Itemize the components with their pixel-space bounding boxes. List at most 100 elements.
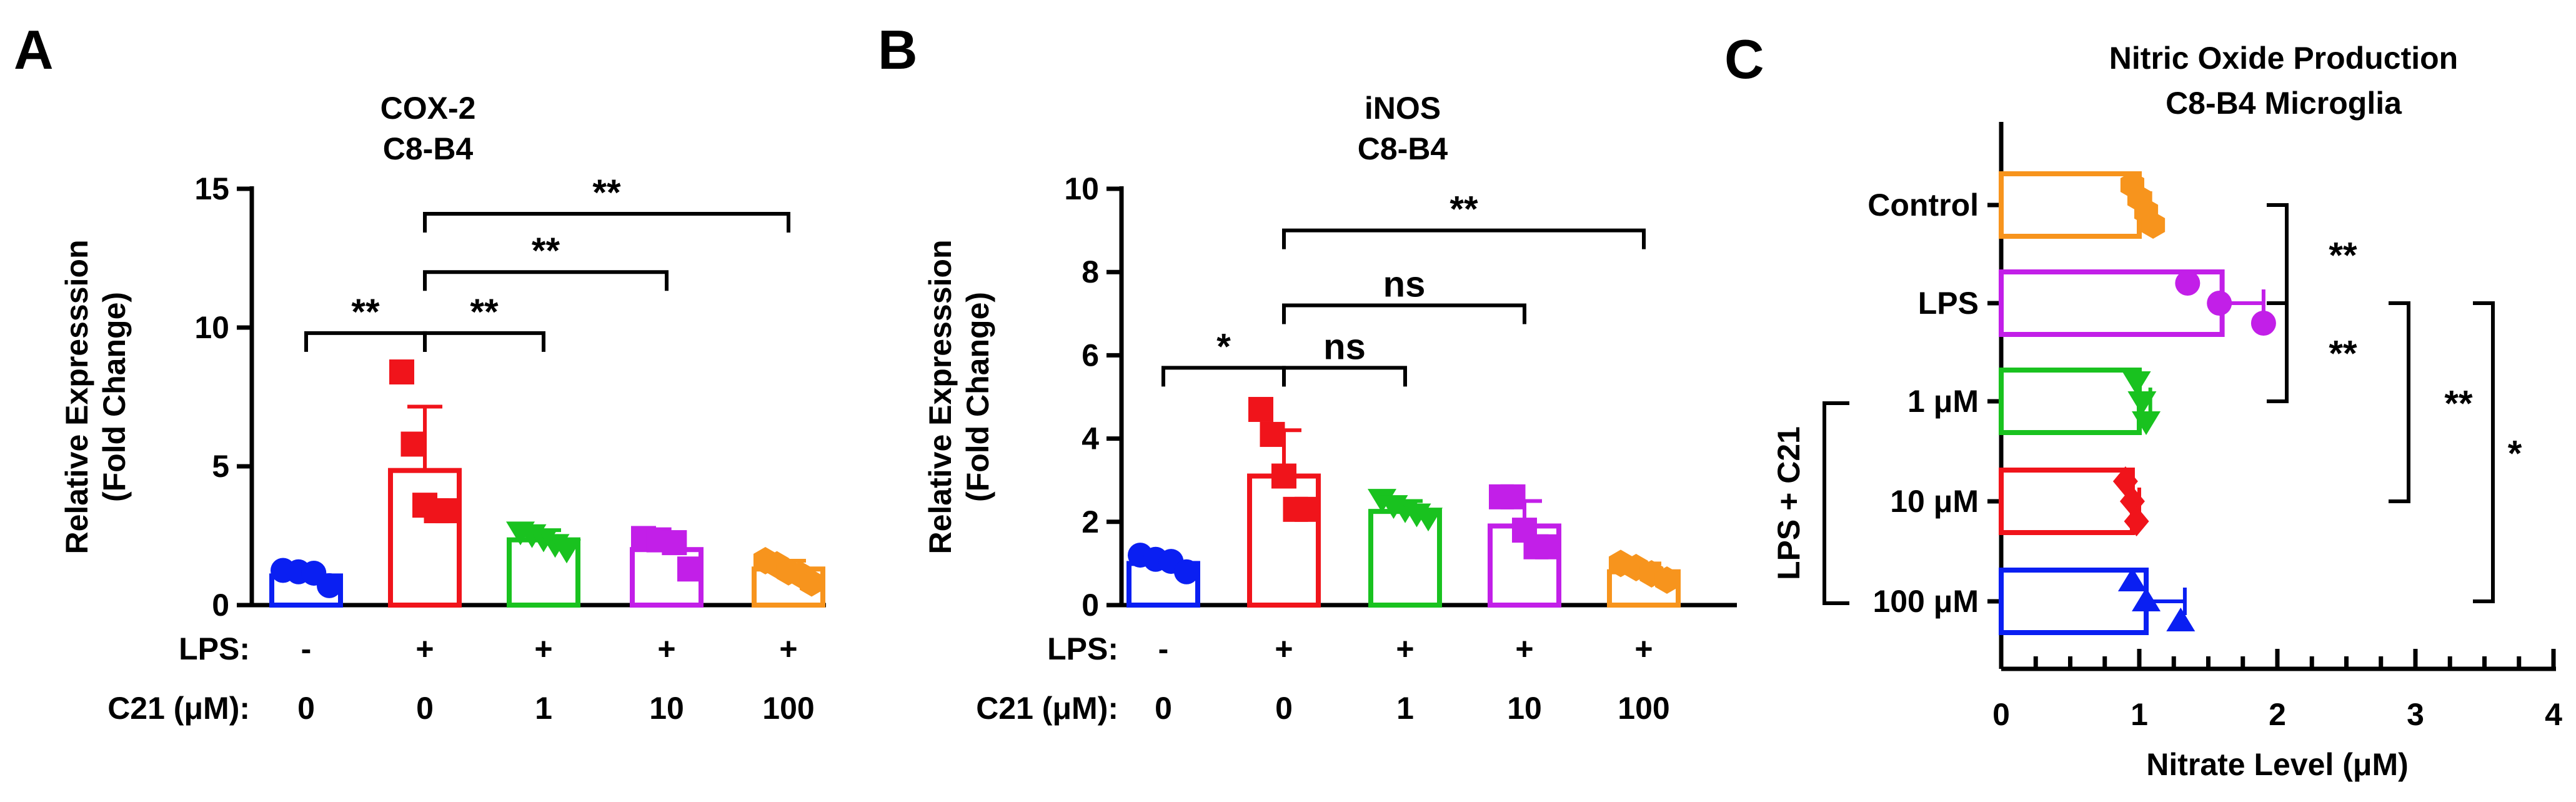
bar bbox=[1999, 568, 2149, 635]
c21-value: 10 bbox=[649, 691, 684, 726]
y-tick-label: 2 bbox=[1082, 504, 1099, 539]
data-point bbox=[2117, 568, 2147, 591]
bar bbox=[1999, 171, 2142, 239]
significance-label: ** bbox=[470, 292, 499, 333]
data-point bbox=[1248, 396, 1273, 422]
significance-bracket bbox=[423, 331, 545, 352]
data-point bbox=[317, 573, 342, 598]
significance-bracket bbox=[1161, 366, 1286, 387]
chart-subtitle: C8-B4 bbox=[1358, 131, 1448, 166]
y-tick-label: 10 bbox=[1064, 171, 1099, 206]
category-label: LPS bbox=[1918, 286, 1979, 321]
lps-value: + bbox=[1634, 631, 1653, 666]
significance-bracket bbox=[1282, 366, 1407, 387]
c21-row-label: C21 (μM): bbox=[976, 691, 1118, 726]
y-axis-label: (Fold Change) bbox=[960, 292, 995, 502]
data-point bbox=[2122, 371, 2151, 395]
significance-label: ** bbox=[2329, 334, 2357, 374]
data-point bbox=[2166, 608, 2196, 631]
data-point bbox=[435, 498, 460, 524]
significance-label: ns bbox=[1323, 326, 1366, 367]
y-axis-label: Relative Expresssion bbox=[923, 239, 958, 554]
data-point bbox=[2119, 486, 2145, 516]
c21-value: 10 bbox=[1507, 691, 1542, 726]
y-axis-label: Relative Expresssion bbox=[59, 239, 94, 554]
significance-label: ** bbox=[2444, 384, 2473, 424]
y-axis-label: (Fold Change) bbox=[97, 292, 132, 502]
significance-bracket bbox=[304, 331, 427, 352]
significance-label: ns bbox=[1383, 264, 1426, 304]
c21-value: 0 bbox=[297, 691, 315, 726]
y-tick-label: 8 bbox=[1082, 254, 1099, 289]
y-tick-label: 6 bbox=[1082, 338, 1099, 373]
data-point bbox=[2141, 211, 2166, 239]
lps-value: - bbox=[1158, 631, 1169, 666]
panel-letter-a: A bbox=[14, 19, 54, 81]
significance-label: ** bbox=[2329, 236, 2357, 276]
significance-bracket bbox=[2389, 301, 2410, 503]
data-point bbox=[552, 539, 581, 564]
data-point bbox=[389, 359, 414, 385]
c21-value: 0 bbox=[416, 691, 434, 726]
significance-label: * bbox=[2508, 434, 2522, 474]
data-point bbox=[1654, 566, 1679, 594]
significance-bracket bbox=[423, 211, 790, 233]
data-point bbox=[2207, 291, 2232, 316]
chart-subtitle: C8-B4 bbox=[383, 131, 474, 166]
lps-value: + bbox=[1396, 631, 1414, 666]
c21-row-label: C21 (μM): bbox=[107, 691, 250, 726]
y-tick-label: 0 bbox=[1082, 588, 1099, 623]
data-point bbox=[1414, 508, 1443, 532]
group-label: LPS + C21 bbox=[1771, 426, 1806, 580]
category-label: 1 μM bbox=[1907, 384, 1979, 419]
significance-label: * bbox=[1216, 326, 1231, 367]
significance-bracket bbox=[2473, 301, 2495, 603]
lps-value: + bbox=[1275, 631, 1293, 666]
bar bbox=[388, 468, 462, 608]
category-label: Control bbox=[1867, 188, 1979, 223]
data-point bbox=[662, 530, 687, 556]
x-tick-label: 3 bbox=[2407, 697, 2424, 732]
panel-letter-c: C bbox=[1724, 28, 1764, 90]
c21-value: 1 bbox=[535, 691, 552, 726]
y-tick-label: 0 bbox=[212, 588, 229, 623]
x-tick-label: 1 bbox=[2131, 697, 2148, 732]
c21-value: 0 bbox=[1275, 691, 1293, 726]
lps-value: + bbox=[1515, 631, 1533, 666]
data-point bbox=[400, 431, 426, 457]
chart-title: iNOS bbox=[1365, 91, 1441, 126]
bar bbox=[1247, 473, 1321, 608]
lps-value: + bbox=[415, 631, 434, 666]
significance-bracket bbox=[1282, 228, 1646, 249]
data-point bbox=[2132, 411, 2161, 435]
chart-title: COX-2 bbox=[380, 91, 476, 126]
data-point bbox=[1260, 421, 1285, 447]
x-tick-label: 0 bbox=[1992, 697, 2010, 732]
significance-bracket bbox=[2267, 203, 2289, 305]
significance-label: ** bbox=[532, 231, 560, 271]
lps-value: + bbox=[534, 631, 552, 666]
lps-row-label: LPS: bbox=[1047, 631, 1118, 666]
data-point bbox=[1535, 534, 1560, 559]
y-tick-label: 10 bbox=[194, 310, 229, 345]
c21-value: 100 bbox=[1618, 691, 1669, 726]
panel-letter-b: B bbox=[878, 19, 918, 81]
y-tick-label: 15 bbox=[194, 171, 229, 206]
category-label: 100 μM bbox=[1872, 584, 1979, 619]
data-point bbox=[1271, 463, 1296, 489]
category-label: 10 μM bbox=[1890, 484, 1979, 519]
significance-label: ** bbox=[1450, 189, 1478, 230]
x-tick-label: 2 bbox=[2269, 697, 2286, 732]
data-point bbox=[2124, 506, 2149, 536]
significance-bracket bbox=[2267, 301, 2289, 403]
c21-value: 100 bbox=[762, 691, 814, 726]
data-point bbox=[2250, 311, 2276, 336]
lps-value: + bbox=[779, 631, 797, 666]
data-point bbox=[2132, 588, 2161, 611]
significance-label: ** bbox=[351, 292, 380, 333]
data-point bbox=[1295, 496, 1320, 522]
data-point bbox=[2127, 391, 2157, 415]
x-axis-label: Nitrate Level (μM) bbox=[2146, 747, 2409, 782]
bar bbox=[1999, 468, 2135, 535]
